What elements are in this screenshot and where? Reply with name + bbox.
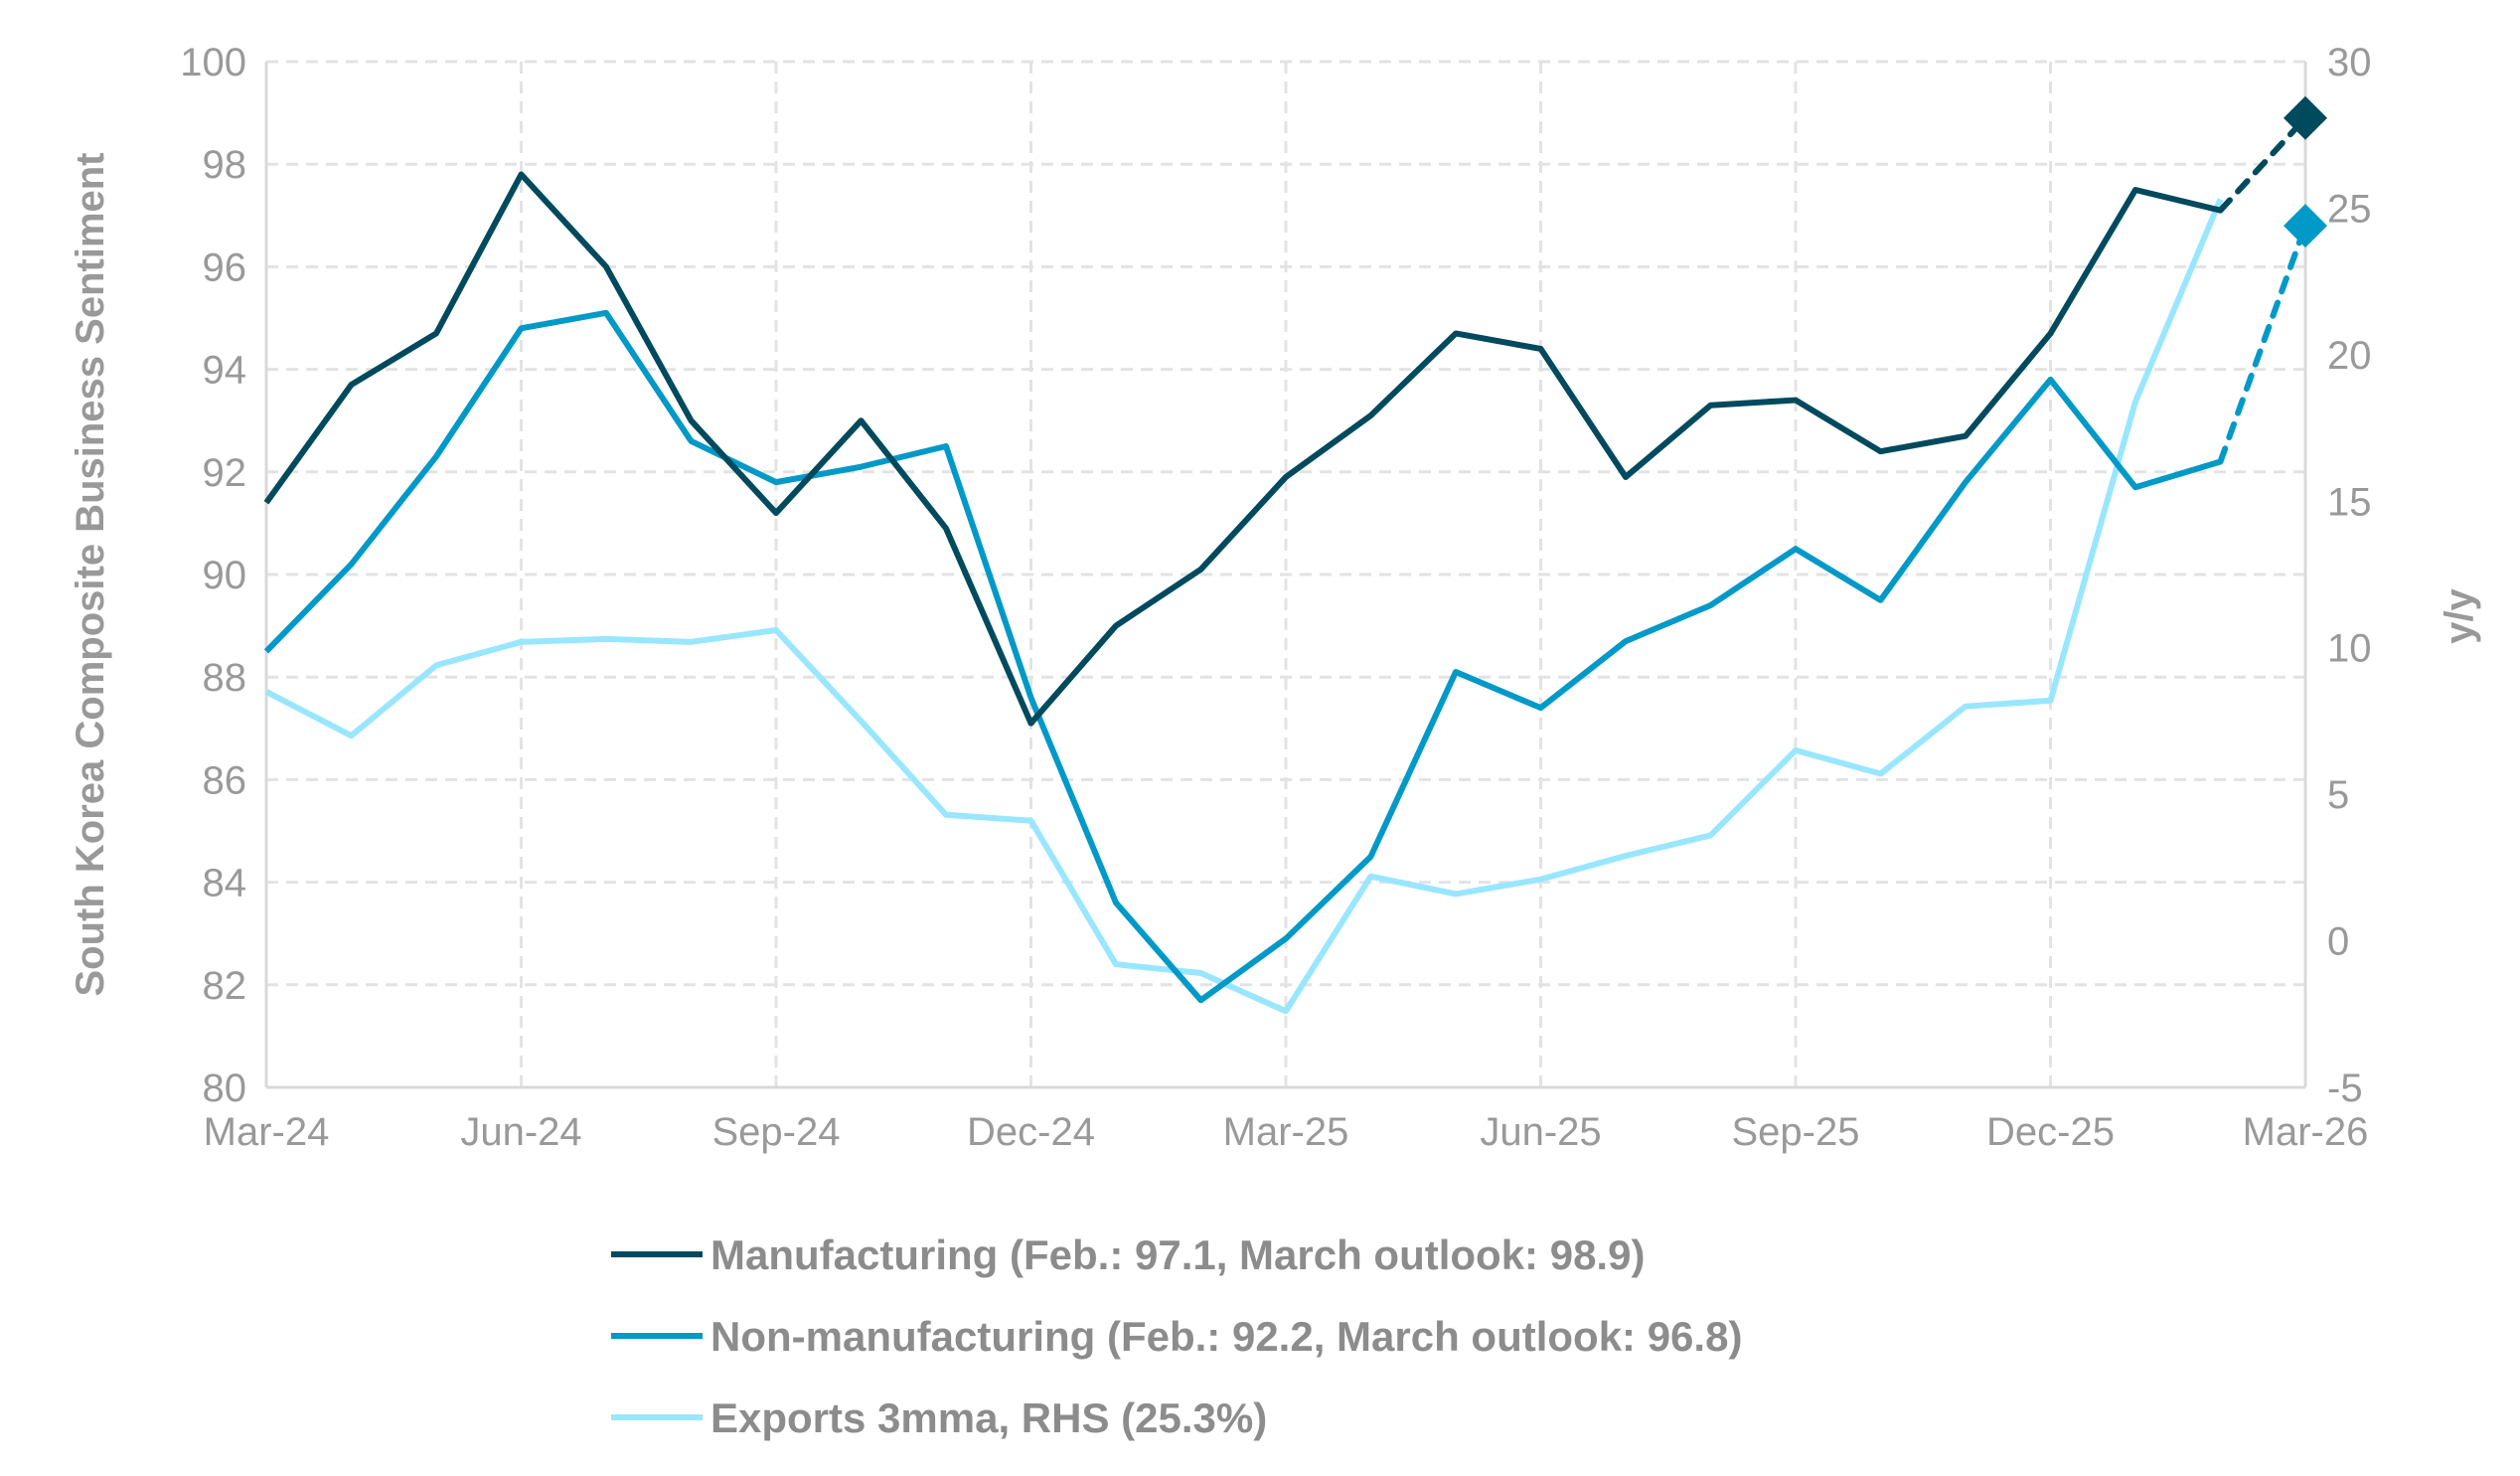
series-line	[263, 171, 2222, 727]
gridlines	[266, 60, 2307, 1087]
y2-tick-label: 20	[2327, 334, 2372, 378]
x-tick-label: Sep-24	[712, 1110, 841, 1154]
y2-tick-label: 15	[2327, 480, 2372, 524]
y2-axis-title: y/y	[2438, 587, 2481, 643]
outlook-dashed-line	[2217, 114, 2308, 214]
axes: 80 82 84 86 88 90 92 94 96 98 100 -5 0 5 10 15 20 25 30 Mar…	[180, 41, 2371, 1154]
y2-tick-label: 25	[2327, 187, 2372, 231]
y2-tick-label: -5	[2327, 1066, 2363, 1110]
legend-label: Non-manufacturing (Feb.: 92.2, March out…	[710, 1313, 1742, 1360]
x-tick-label: Mar-26	[2243, 1110, 2369, 1154]
y-tick-label: 90	[203, 554, 247, 597]
legend-label: Exports 3mma, RHS (25.3%)	[710, 1394, 1267, 1441]
series-line	[263, 309, 2222, 1004]
series-group	[263, 95, 2327, 1015]
outlook-dashed-line	[2217, 223, 2308, 465]
y-tick-label: 100	[180, 41, 246, 84]
x-tick-label: Sep-25	[1732, 1110, 1860, 1154]
series-line	[264, 198, 2224, 1015]
legend-label: Manufacturing (Feb.: 97.1, March outlook…	[710, 1231, 1645, 1278]
y-tick-label: 98	[203, 143, 247, 187]
x-tick-label: Dec-24	[967, 1110, 1095, 1154]
y-tick-label: 84	[203, 862, 247, 905]
x-tick-label: Jun-25	[1480, 1110, 1601, 1154]
y-tick-label: 88	[203, 656, 247, 700]
y-axis-title: South Korea Composite Business Sentiment	[69, 152, 112, 996]
y-tick-label: 80	[203, 1066, 247, 1110]
y2-tick-label: 30	[2327, 41, 2372, 84]
legend: Manufacturing (Feb.: 97.1, March outlook…	[611, 1231, 1742, 1441]
x-tick-label: Jun-24	[460, 1110, 581, 1154]
y2-tick-label: 0	[2327, 920, 2349, 964]
y-tick-label: 92	[203, 451, 247, 495]
y-tick-label: 96	[203, 246, 247, 289]
x-tick-label: Mar-25	[1223, 1110, 1349, 1154]
x-tick-label: Dec-25	[1986, 1110, 2115, 1154]
y2-tick-label: 10	[2327, 627, 2372, 671]
y2-tick-label: 5	[2327, 773, 2349, 817]
y-tick-label: 82	[203, 964, 247, 1008]
y-tick-label: 94	[203, 349, 247, 393]
outlook-diamond-marker	[2284, 95, 2327, 140]
y-tick-label: 86	[203, 758, 247, 802]
x-tick-label: Mar-24	[204, 1110, 330, 1154]
outlook-diamond-marker	[2284, 204, 2327, 248]
